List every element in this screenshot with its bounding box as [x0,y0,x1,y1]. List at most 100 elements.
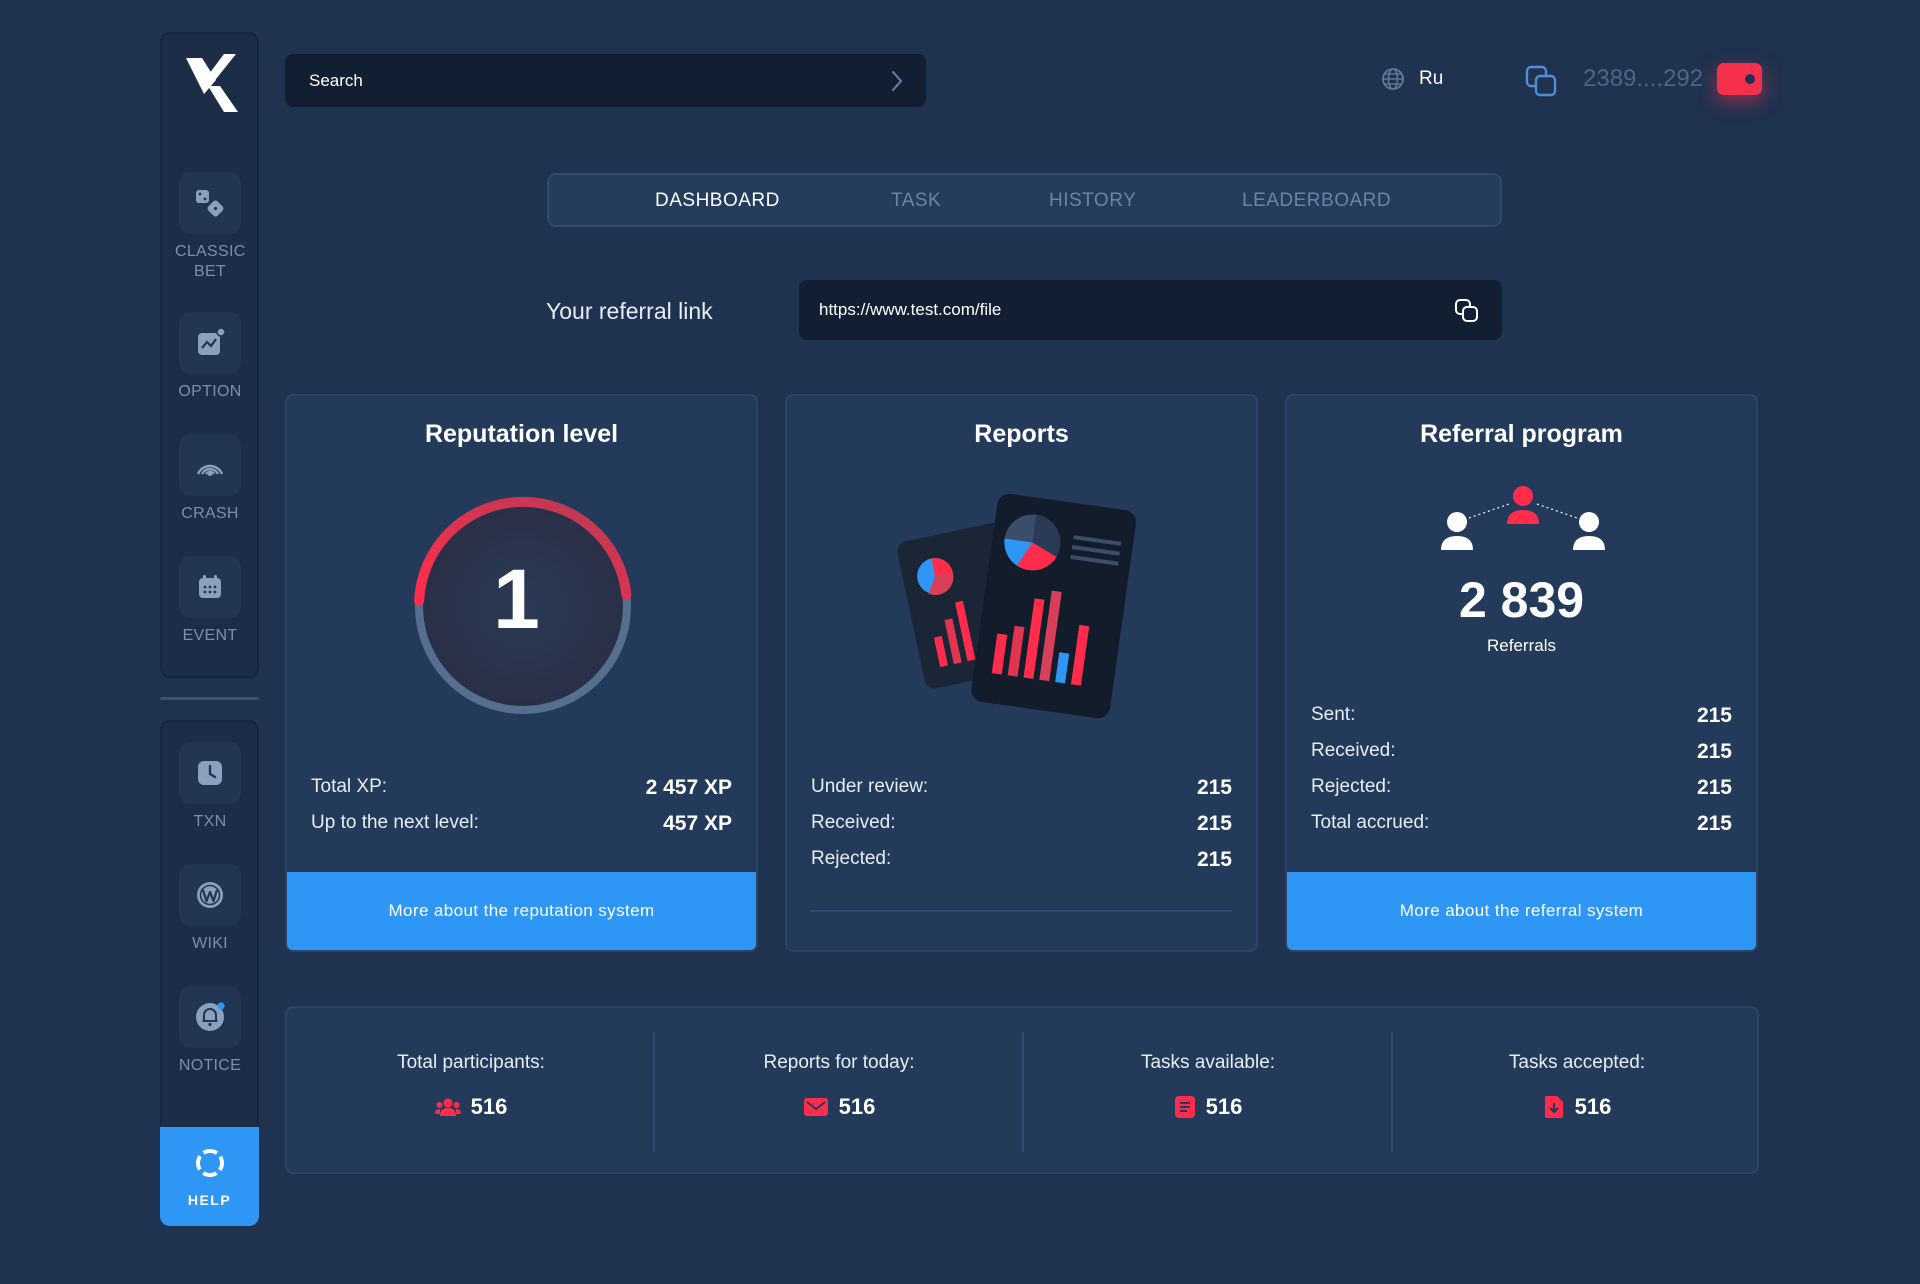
sidebar-item-label: OPTION [178,383,242,400]
stat-row: Rejected: 215 [811,848,1232,872]
file-download-icon [1544,1096,1563,1118]
wallet-address: 2389....292 [1583,65,1704,92]
stat-value: 516 [838,1094,876,1119]
stat-value: 457 XP [663,812,732,835]
stat-value: 215 [1696,776,1732,799]
stat-divider [1391,1032,1393,1152]
stat-value: 215 [1696,740,1732,763]
tab-dashboard[interactable]: DASHBOARD [655,190,780,211]
stat-row: Under review: 215 [811,776,1232,800]
sidebar-item-crash[interactable]: CRASH [162,434,258,524]
list-icon [1174,1096,1195,1118]
stat-key: Rejected: [811,848,892,869]
dice-icon [179,172,241,234]
card-divider [811,910,1232,912]
stat-row: Received: 215 [1311,740,1732,764]
stat-value: 215 [1196,776,1232,799]
clock-icon [179,742,241,804]
tab-history[interactable]: HISTORY [1049,190,1137,211]
reports-card: Reports Under review [785,394,1258,952]
stat-row: Up to the next level: 457 XP [311,812,732,836]
stat-row: Total XP: 2 457 XP [311,776,732,800]
stat-key: Rejected: [1311,776,1392,797]
stat-row: Received: 215 [811,812,1232,836]
stat-value: 215 [1196,848,1232,871]
wiki-icon [179,864,241,926]
referral-more-button[interactable]: More about the referral system [1287,872,1756,950]
stat-value: 516 [1574,1094,1612,1119]
reputation-more-button[interactable]: More about the reputation system [287,872,756,950]
sidebar-item-classic-bet[interactable]: CLASSIC BET [162,172,258,282]
bell-icon [179,986,241,1048]
stat-row: Sent: 215 [1311,704,1732,728]
referral-network-icon [1441,486,1605,550]
reputation-level-value: 1 [493,552,540,646]
signal-icon [179,434,241,496]
stat-key: Under review: [811,776,929,797]
stat-label: Tasks accepted: [1508,1052,1646,1073]
referral-link-field[interactable]: https://www.test.com/file [799,280,1502,340]
tab-task[interactable]: TASK [891,190,942,211]
stat-tasks-accepted: Tasks accepted: 516 [1393,1008,1761,1172]
referral-program-card: Referral program 2 839 Referrals Sent: 2… [1285,394,1758,952]
stat-label: Reports for today: [763,1052,915,1073]
stat-divider [653,1032,655,1152]
main-tabs: DASHBOARD TASK HISTORY LEADERBOARD [547,173,1502,227]
sidebar-item-notice[interactable]: NOTICE [162,986,258,1076]
referrals-count: 2 839 [1458,572,1585,628]
sidebar-divider [160,697,259,700]
logo-icon[interactable] [182,50,242,120]
card-title: Reputation level [424,420,619,448]
card-title: Reports [974,420,1069,448]
sidebar-item-label: WIKI [192,935,228,952]
stat-key: Received: [1311,740,1396,761]
copy-icon[interactable] [1454,298,1480,324]
mail-icon [803,1098,828,1116]
chevron-right-icon[interactable] [890,70,904,92]
sidebar-main: CLASSIC BET OPTION CRASH [160,32,259,678]
stat-tasks-available: Tasks available: 516 [1024,1008,1392,1172]
reputation-gauge [414,496,632,714]
help-label: HELP [187,1192,232,1208]
referral-link-value: https://www.test.com/file [819,300,1002,319]
stat-key: Total accrued: [1311,812,1430,833]
search-input[interactable]: Search [285,54,926,107]
tab-leaderboard[interactable]: LEADERBOARD [1242,190,1392,211]
stat-row: Total accrued: 215 [1311,812,1732,836]
calendar-icon [179,556,241,618]
users-icon [434,1098,461,1116]
language-label: Ru [1419,68,1444,89]
referral-link-label: Your referral link [546,298,713,324]
reports-illustration [897,493,1137,719]
globe-icon [1382,68,1404,90]
summary-stats: Total participants: 516 Reports for toda… [285,1006,1759,1174]
stat-reports-today: Reports for today: 516 [655,1008,1023,1172]
stat-key: Sent: [1311,704,1356,725]
sidebar-item-label: NOTICE [178,1057,242,1074]
stat-key: Total XP: [311,776,388,797]
reputation-card: Reputation level 1 Total XP: 2 457 XP Up… [285,394,758,952]
stat-value: 2 457 XP [645,776,732,799]
sidebar-item-label: TXN [193,813,227,830]
sidebar-item-event[interactable]: EVENT [162,556,258,646]
stat-value: 516 [470,1094,508,1119]
stat-row: Rejected: 215 [1311,776,1732,800]
sidebar-item-label: CLASSIC BET [175,243,246,280]
stat-divider [1022,1032,1024,1152]
stat-key: Received: [811,812,896,833]
sidebar-secondary: TXN WIKI NOTICE [160,720,259,1226]
chart-icon [179,312,241,374]
card-title: Referral program [1420,420,1623,448]
copy-icon[interactable] [1524,64,1558,98]
stat-total-participants: Total participants: 516 [287,1008,655,1172]
sidebar-item-option[interactable]: OPTION [162,312,258,402]
help-button[interactable]: HELP [160,1127,259,1226]
stat-value: 215 [1196,812,1232,835]
language-selector[interactable]: Ru [1381,67,1443,91]
stat-label: Tasks available: [1140,1052,1276,1073]
sidebar-item-label: EVENT [182,627,238,644]
referrals-label: Referrals [1487,636,1556,655]
sidebar-item-wiki[interactable]: WIKI [162,864,258,954]
wallet-button[interactable] [1717,63,1762,95]
sidebar-item-txn[interactable]: TXN [162,742,258,832]
